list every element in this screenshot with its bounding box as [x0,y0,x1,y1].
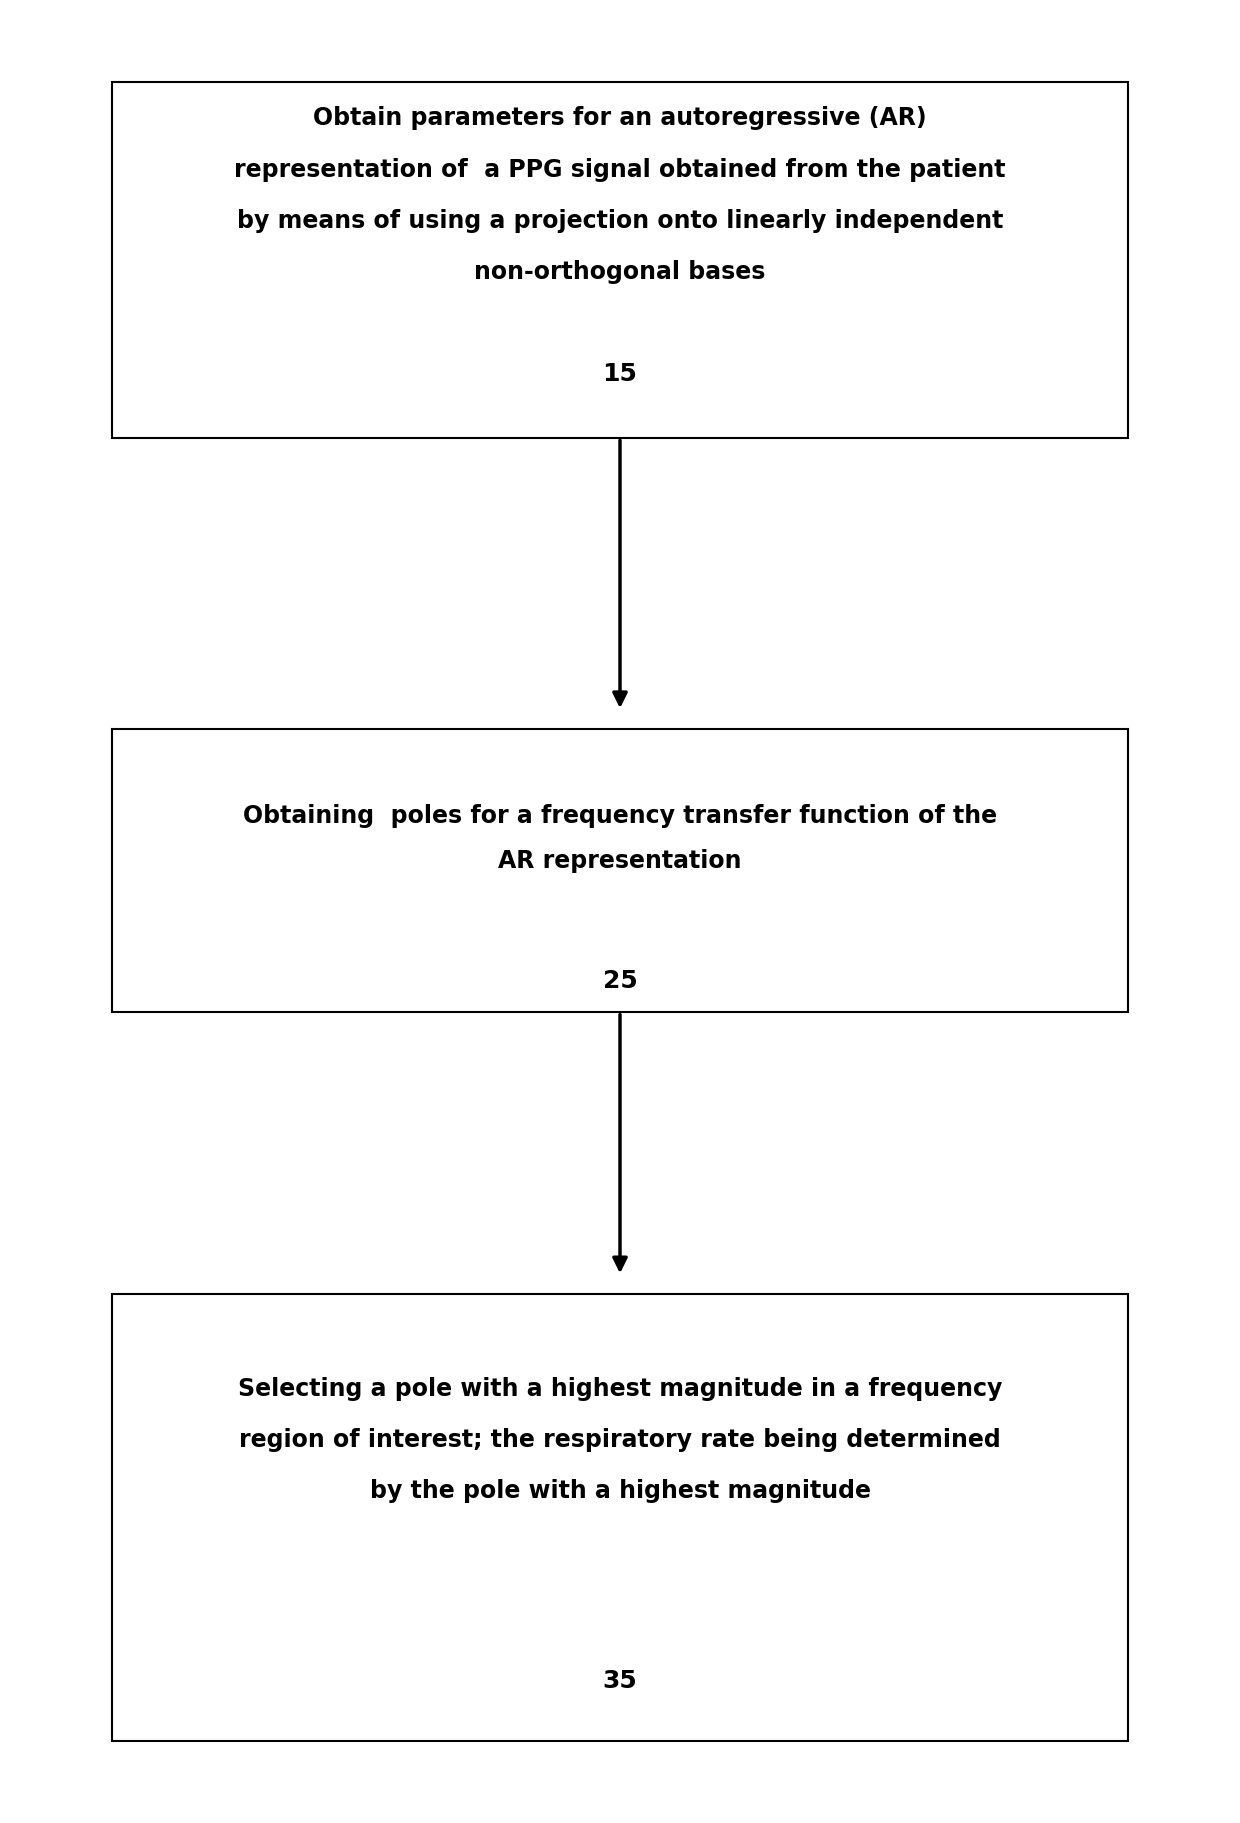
Bar [112,82,1128,438]
Text: region of interest; the respiratory rate being determined: region of interest; the respiratory rate… [239,1427,1001,1453]
Text: Selecting a pole with a highest magnitude in a frequency: Selecting a pole with a highest magnitud… [238,1376,1002,1402]
Text: AR representation: AR representation [498,850,742,873]
Text: Obtaining  poles for a frequency transfer function of the: Obtaining poles for a frequency transfer… [243,804,997,828]
Text: by means of using a projection onto linearly independent: by means of using a projection onto line… [237,208,1003,233]
Text: 25: 25 [603,968,637,994]
Text: representation of  a PPG signal obtained from the patient: representation of a PPG signal obtained … [234,157,1006,182]
Bar [112,729,1128,1012]
Bar [112,1294,1128,1741]
Text: 35: 35 [603,1668,637,1694]
Text: non-orthogonal bases: non-orthogonal bases [475,259,765,284]
Text: Obtain parameters for an autoregressive (AR): Obtain parameters for an autoregressive … [314,106,926,131]
Text: 15: 15 [603,361,637,386]
Text: by the pole with a highest magnitude: by the pole with a highest magnitude [370,1478,870,1504]
